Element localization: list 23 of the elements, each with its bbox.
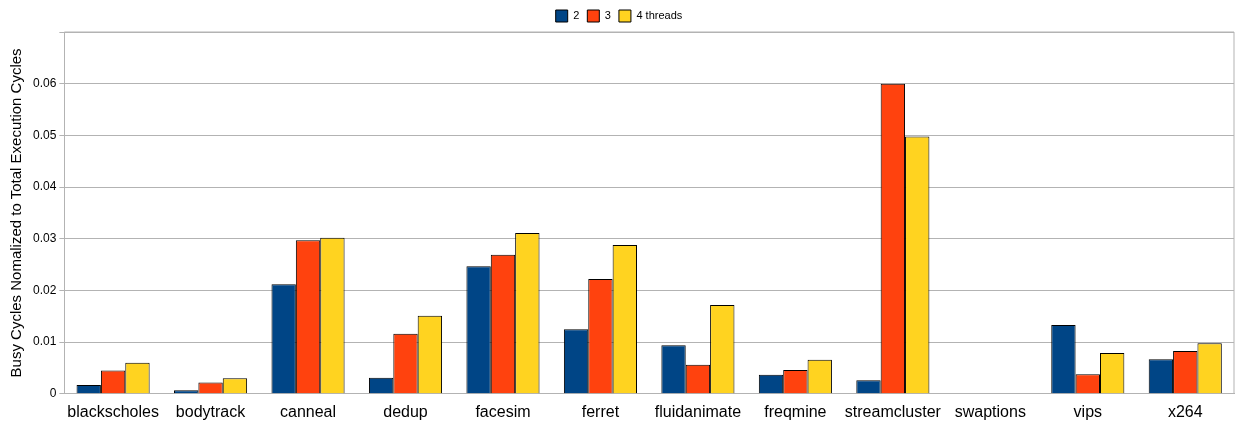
y-axis-title: Busy Cycles Nomalized to Total Execution Cycles — [7, 48, 25, 378]
x-tick-label: x264 — [1167, 402, 1203, 420]
x-tick-label: streamcluster — [844, 402, 942, 420]
x-tick-label: dedup — [383, 402, 428, 420]
y-tick-label: 0.03 — [33, 231, 57, 246]
x-tick-label: facesim — [475, 402, 531, 420]
x-tick-label: vips — [1073, 402, 1103, 420]
x-tick-label: ferret — [581, 402, 620, 420]
legend-label: 4 threads — [636, 9, 683, 22]
x-tick-label: blackscholes — [67, 402, 159, 420]
y-tick-label: 0.05 — [33, 127, 57, 142]
x-tick-label: fluidanimate — [654, 402, 742, 420]
y-tick-label: 0 — [49, 386, 57, 401]
y-tick-label: 0.06 — [33, 76, 57, 90]
x-tick-label: swaptions — [954, 402, 1026, 420]
x-tick-label: canneal — [280, 402, 337, 420]
legend-label: 2 — [573, 9, 580, 22]
legend-label: 3 — [604, 9, 611, 22]
y-tick-label: 0.01 — [33, 334, 57, 349]
y-tick-label: 0.04 — [33, 179, 57, 194]
x-tick-label: bodytrack — [175, 402, 247, 420]
x-tick-label: freqmine — [764, 402, 827, 420]
y-tick-label: 0.02 — [33, 282, 57, 297]
